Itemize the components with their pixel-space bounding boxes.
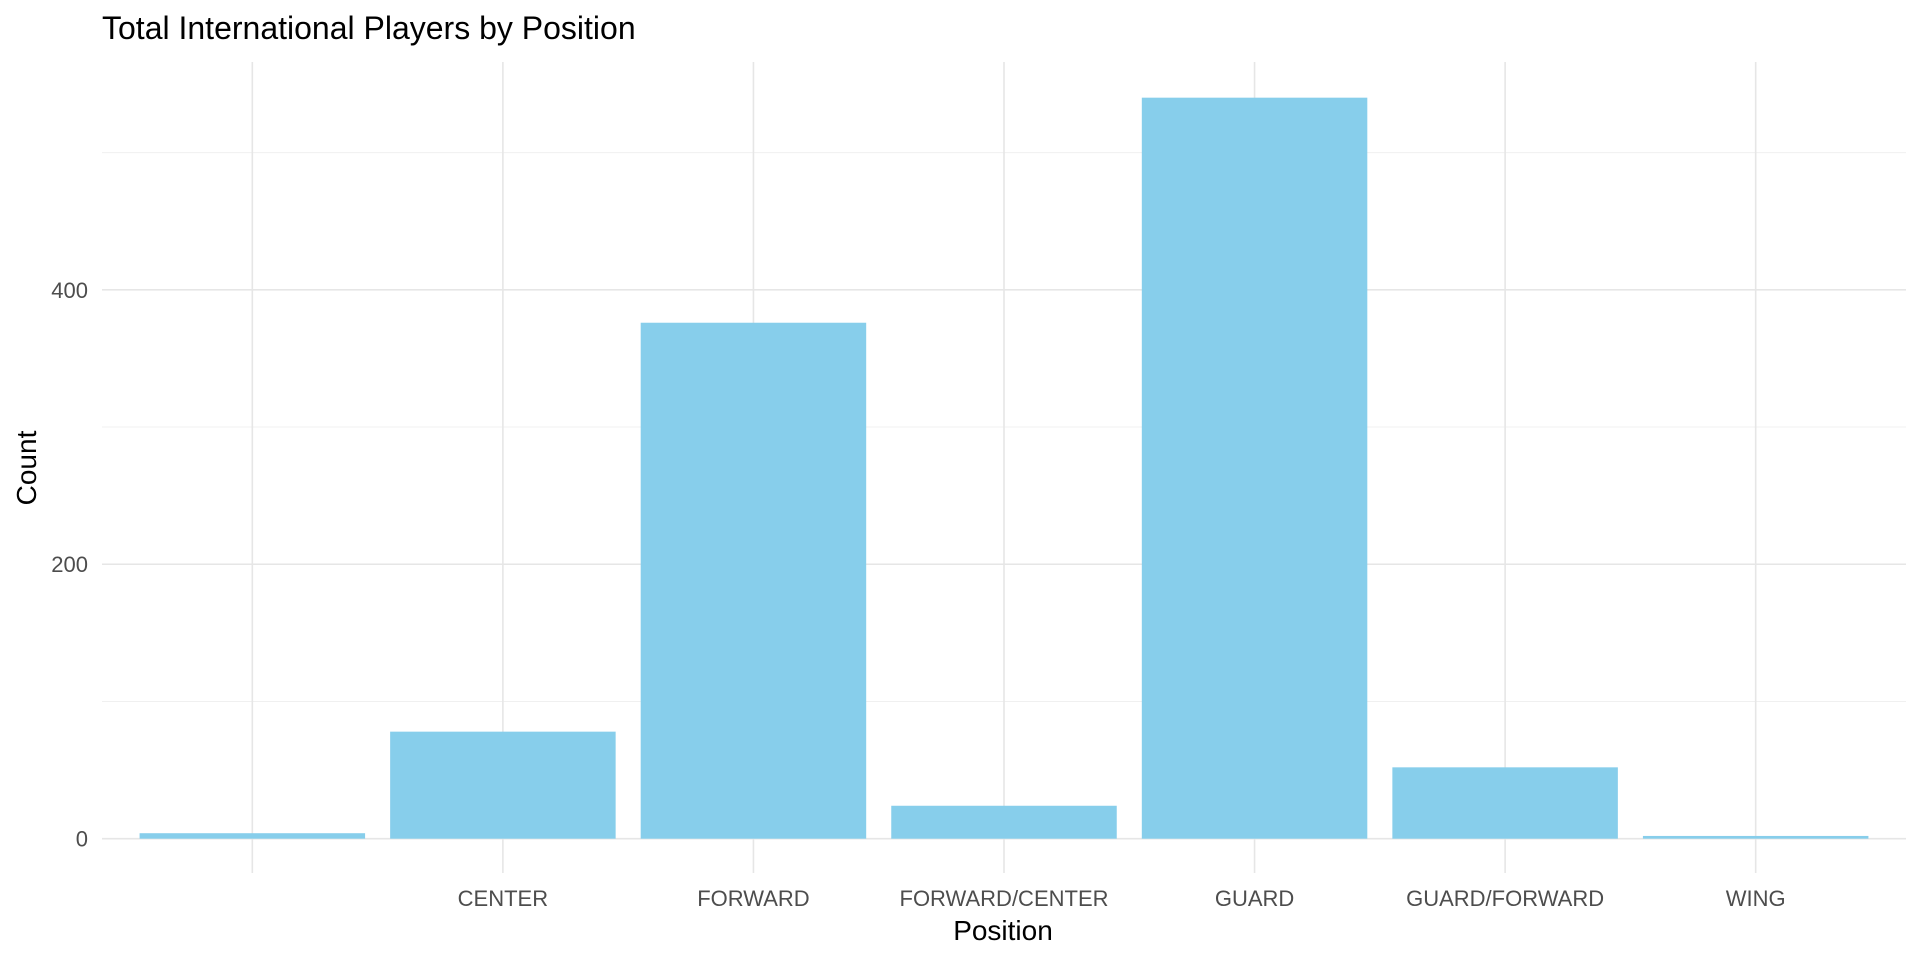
bar	[390, 731, 616, 839]
bar	[1392, 767, 1618, 839]
y-tick-label: 400	[51, 278, 88, 303]
bar	[1141, 97, 1368, 839]
x-axis-ticks: CENTER FORWARD FORWARD/CENTER GUARD GUARD/FO…	[458, 886, 1786, 911]
bar	[1642, 835, 1869, 839]
x-axis-title: Position	[953, 915, 1053, 946]
y-tick-label: 200	[51, 552, 88, 577]
bars	[139, 97, 1869, 839]
y-axis-ticks: 0 200 400	[51, 278, 88, 852]
x-tick-label: FORWARD/CENTER	[900, 886, 1109, 911]
bar	[139, 833, 366, 839]
gridlines	[102, 62, 1906, 873]
chart-title: Total International Players by Position	[102, 10, 636, 46]
bar	[640, 322, 867, 839]
bar	[891, 805, 1117, 839]
x-tick-label: FORWARD	[697, 886, 809, 911]
y-tick-label: 0	[76, 827, 88, 852]
y-axis-title: Count	[11, 430, 42, 505]
x-tick-label: GUARD/FORWARD	[1406, 886, 1604, 911]
x-tick-label: GUARD	[1215, 886, 1294, 911]
x-tick-label: CENTER	[458, 886, 548, 911]
x-tick-label: WING	[1726, 886, 1786, 911]
